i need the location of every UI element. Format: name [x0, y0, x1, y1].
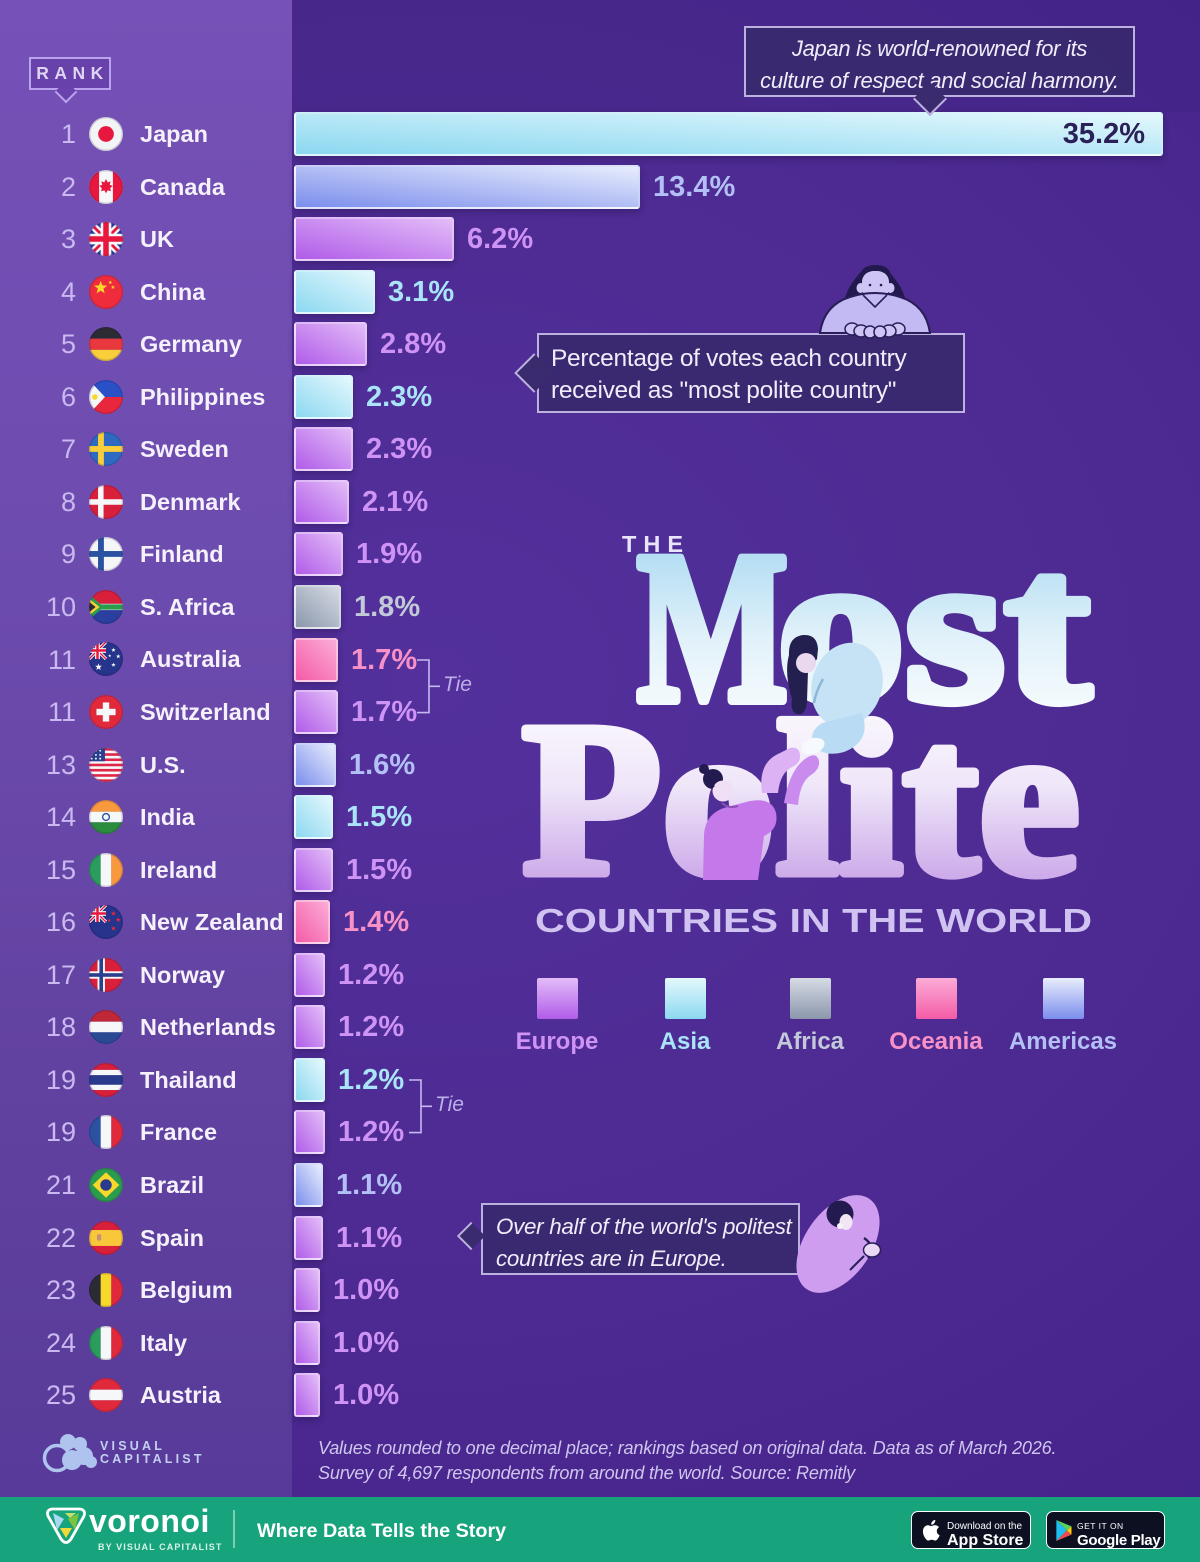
svg-text:M: M	[637, 509, 788, 748]
svg-text:COUNTRIES IN THE WORLD: COUNTRIES IN THE WORLD	[535, 902, 1092, 939]
svg-text:THE: THE	[622, 531, 690, 557]
svg-text:VISUAL: VISUAL	[100, 1439, 165, 1453]
svg-text:Polite: Polite	[522, 677, 1080, 921]
svg-text:CAPITALIST: CAPITALIST	[100, 1452, 205, 1466]
